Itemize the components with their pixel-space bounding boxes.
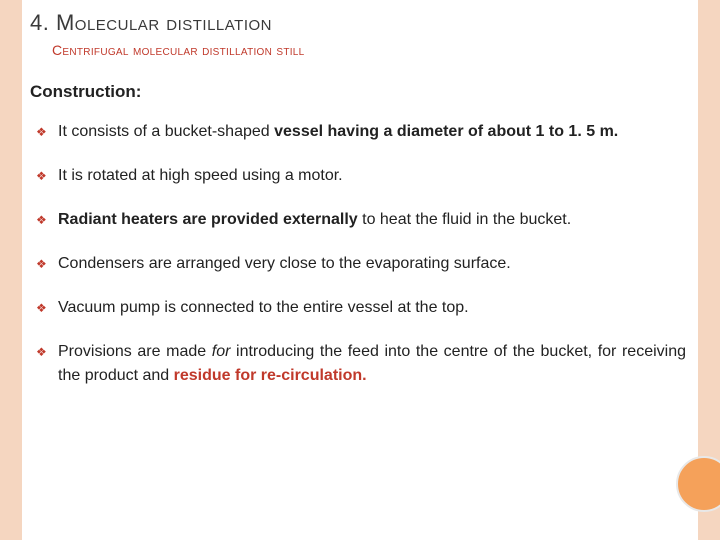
item-text-post: to heat the fluid in the bucket.	[358, 211, 571, 228]
list-item: ❖ Condensers are arranged very close to …	[34, 252, 686, 276]
diamond-bullet-icon: ❖	[36, 211, 47, 229]
slide-subtitle: Centrifugal molecular distillation still	[52, 42, 690, 58]
bullet-list: ❖ It consists of a bucket-shaped vessel …	[30, 120, 690, 388]
list-item: ❖ Vacuum pump is connected to the entire…	[34, 296, 686, 320]
diamond-bullet-icon: ❖	[36, 343, 47, 361]
item-text: Condensers are arranged very close to th…	[58, 255, 511, 272]
list-item: ❖ It consists of a bucket-shaped vessel …	[34, 120, 686, 144]
item-text-redbold: residue for re-circulation.	[174, 367, 367, 384]
item-text-pre: It consists of a bucket-shaped	[58, 123, 274, 140]
left-band	[0, 0, 22, 540]
slide-title: 4. Molecular distillation	[30, 10, 690, 36]
diamond-bullet-icon: ❖	[36, 123, 47, 141]
diamond-bullet-icon: ❖	[36, 299, 47, 317]
list-item: ❖ Radiant heaters are provided externall…	[34, 208, 686, 232]
list-item: ❖ Provisions are made for introducing th…	[34, 340, 686, 388]
item-text-pre: Provisions are made	[58, 343, 212, 360]
item-text-italic: for	[212, 343, 231, 360]
item-text-bold: Radiant heaters are provided externally	[58, 211, 358, 228]
diamond-bullet-icon: ❖	[36, 255, 47, 273]
section-heading: Construction:	[30, 82, 690, 102]
diamond-bullet-icon: ❖	[36, 167, 47, 185]
item-text: Vacuum pump is connected to the entire v…	[58, 299, 469, 316]
list-item: ❖ It is rotated at high speed using a mo…	[34, 164, 686, 188]
item-text-bold: vessel having a diameter of about 1 to 1…	[274, 123, 618, 140]
item-text: It is rotated at high speed using a moto…	[58, 167, 343, 184]
slide-content: 4. Molecular distillation Centrifugal mo…	[30, 10, 690, 530]
